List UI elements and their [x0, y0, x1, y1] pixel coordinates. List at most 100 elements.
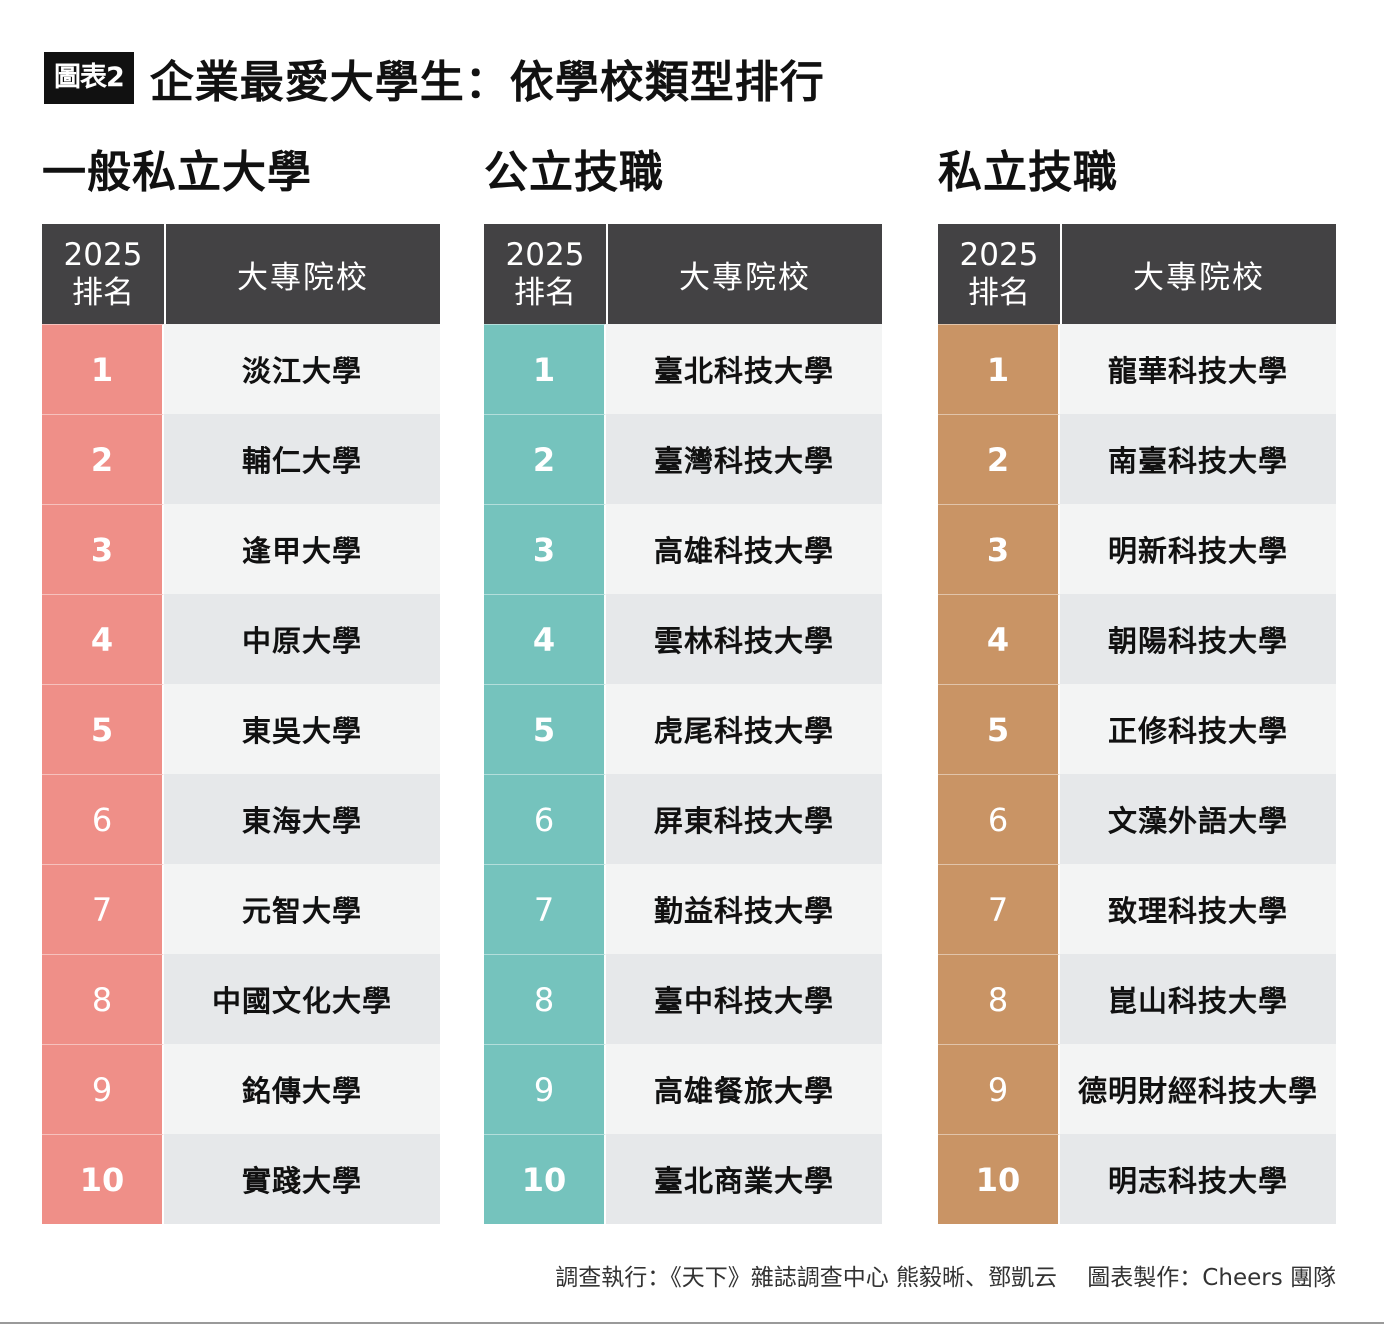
- school-name-cell: 臺北科技大學: [606, 324, 882, 414]
- table-header: 2025 排名 大專院校: [42, 224, 440, 324]
- school-name-cell: 實踐大學: [164, 1134, 440, 1224]
- rank-header-label: 排名: [514, 275, 576, 311]
- table-row: 5 東吳大學: [42, 684, 440, 774]
- school-name-cell: 中國文化大學: [164, 954, 440, 1044]
- rank-cell: 4: [42, 594, 164, 684]
- table-row: 10 臺北商業大學: [484, 1134, 882, 1224]
- table-header: 2025 排名 大專院校: [484, 224, 882, 324]
- table-row: 3 高雄科技大學: [484, 504, 882, 594]
- table-header: 2025 排名 大專院校: [938, 224, 1336, 324]
- rank-header-year: 2025: [63, 237, 143, 273]
- table-row: 7 勤益科技大學: [484, 864, 882, 954]
- rank-cell: 3: [42, 504, 164, 594]
- ranking-table: 2025 排名 大專院校 1 龍華科技大學 2 南臺科技大學 3 明新科技大學 4 朝陽科技大學 5 正…: [938, 224, 1336, 1224]
- rank-header-label: 排名: [968, 275, 1030, 311]
- table-row: 7 致理科技大學: [938, 864, 1336, 954]
- rank-cell: 8: [938, 954, 1060, 1044]
- ranking-section: 公立技職 2025 排名 大專院校 1 臺北科技大學 2 臺灣科技大學 3 高雄科技大學 4 雲林科技…: [484, 140, 882, 1224]
- table-row: 6 屏東科技大學: [484, 774, 882, 864]
- school-name-cell: 高雄餐旅大學: [606, 1044, 882, 1134]
- bottom-divider: [0, 1322, 1384, 1324]
- school-name-cell: 致理科技大學: [1060, 864, 1336, 954]
- school-name-cell: 崑山科技大學: [1060, 954, 1336, 1044]
- rank-cell: 4: [938, 594, 1060, 684]
- rank-cell: 1: [938, 324, 1060, 414]
- rank-cell: 2: [938, 414, 1060, 504]
- school-name-cell: 龍華科技大學: [1060, 324, 1336, 414]
- rank-cell: 7: [484, 864, 606, 954]
- rank-column-header: 2025 排名: [42, 224, 166, 324]
- rank-column-header: 2025 排名: [484, 224, 608, 324]
- school-name-cell: 逢甲大學: [164, 504, 440, 594]
- rank-cell: 3: [938, 504, 1060, 594]
- rank-cell: 7: [938, 864, 1060, 954]
- rank-cell: 1: [42, 324, 164, 414]
- table-row: 10 實踐大學: [42, 1134, 440, 1224]
- source-credit: 調查執行：《天下》雜誌調查中心 熊毅晰、鄧凱云 圖表製作：Cheers 團隊: [555, 1265, 1336, 1291]
- table-row: 9 高雄餐旅大學: [484, 1044, 882, 1134]
- rank-cell: 8: [42, 954, 164, 1044]
- table-row: 1 淡江大學: [42, 324, 440, 414]
- school-name-cell: 元智大學: [164, 864, 440, 954]
- table-row: 5 虎尾科技大學: [484, 684, 882, 774]
- rank-cell: 10: [938, 1134, 1060, 1224]
- school-name-cell: 明志科技大學: [1060, 1134, 1336, 1224]
- rank-cell: 3: [484, 504, 606, 594]
- figure-label-badge: 圖表2: [44, 52, 134, 104]
- rank-cell: 9: [938, 1044, 1060, 1134]
- school-name-cell: 臺北商業大學: [606, 1134, 882, 1224]
- rank-cell: 5: [484, 684, 606, 774]
- rank-cell: 6: [484, 774, 606, 864]
- table-row: 7 元智大學: [42, 864, 440, 954]
- school-name-cell: 南臺科技大學: [1060, 414, 1336, 504]
- rank-cell: 4: [484, 594, 606, 684]
- table-row: 2 臺灣科技大學: [484, 414, 882, 504]
- table-row: 3 逢甲大學: [42, 504, 440, 594]
- ranking-section: 私立技職 2025 排名 大專院校 1 龍華科技大學 2 南臺科技大學 3 明新科技大學 4 朝陽科技…: [938, 140, 1336, 1224]
- rank-header-year: 2025: [505, 237, 585, 273]
- rank-cell: 9: [42, 1044, 164, 1134]
- table-row: 6 東海大學: [42, 774, 440, 864]
- figure-header: 圖表2 企業最愛大學生：依學校類型排行: [44, 46, 825, 110]
- rank-column-header: 2025 排名: [938, 224, 1062, 324]
- rank-cell: 10: [484, 1134, 606, 1224]
- table-row: 3 明新科技大學: [938, 504, 1336, 594]
- table-row: 9 銘傳大學: [42, 1044, 440, 1134]
- school-name-cell: 明新科技大學: [1060, 504, 1336, 594]
- school-name-cell: 勤益科技大學: [606, 864, 882, 954]
- rank-cell: 2: [484, 414, 606, 504]
- school-name-cell: 文藻外語大學: [1060, 774, 1336, 864]
- table-row: 4 中原大學: [42, 594, 440, 684]
- rank-cell: 10: [42, 1134, 164, 1224]
- school-name-cell: 淡江大學: [164, 324, 440, 414]
- school-name-cell: 東吳大學: [164, 684, 440, 774]
- rank-cell: 1: [484, 324, 606, 414]
- section-title: 私立技職: [938, 147, 1118, 198]
- school-name-cell: 虎尾科技大學: [606, 684, 882, 774]
- school-column-header: 大專院校: [679, 259, 811, 296]
- ranking-table: 2025 排名 大專院校 1 淡江大學 2 輔仁大學 3 逢甲大學 4 中原大學 5 東吳大學 6 東海大學…: [42, 224, 440, 1224]
- school-name-cell: 屏東科技大學: [606, 774, 882, 864]
- rank-cell: 5: [42, 684, 164, 774]
- rank-cell: 9: [484, 1044, 606, 1134]
- table-row: 6 文藻外語大學: [938, 774, 1336, 864]
- rank-cell: 2: [42, 414, 164, 504]
- table-row: 4 雲林科技大學: [484, 594, 882, 684]
- table-row: 1 臺北科技大學: [484, 324, 882, 414]
- table-row: 4 朝陽科技大學: [938, 594, 1336, 684]
- page-title: 企業最愛大學生：依學校類型排行: [149, 57, 825, 108]
- rank-cell: 7: [42, 864, 164, 954]
- school-name-cell: 銘傳大學: [164, 1044, 440, 1134]
- table-row: 8 崑山科技大學: [938, 954, 1336, 1044]
- table-row: 8 臺中科技大學: [484, 954, 882, 1044]
- school-name-cell: 德明財經科技大學: [1060, 1044, 1336, 1134]
- table-row: 2 南臺科技大學: [938, 414, 1336, 504]
- table-row: 8 中國文化大學: [42, 954, 440, 1044]
- table-row: 5 正修科技大學: [938, 684, 1336, 774]
- school-name-cell: 輔仁大學: [164, 414, 440, 504]
- school-name-cell: 高雄科技大學: [606, 504, 882, 594]
- school-column-header: 大專院校: [1133, 259, 1265, 296]
- rank-cell: 8: [484, 954, 606, 1044]
- rank-cell: 6: [42, 774, 164, 864]
- table-row: 1 龍華科技大學: [938, 324, 1336, 414]
